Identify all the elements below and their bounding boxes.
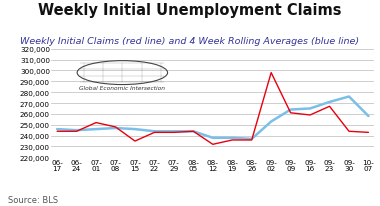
Text: Weekly Initial Unemployment Claims: Weekly Initial Unemployment Claims	[38, 3, 342, 18]
Text: Source: BLS: Source: BLS	[8, 195, 58, 204]
Text: Weekly Initial Claims (red line) and 4 Week Rolling Averages (blue line): Weekly Initial Claims (red line) and 4 W…	[21, 37, 359, 46]
Text: Global Economic Intersection: Global Economic Intersection	[79, 86, 165, 91]
